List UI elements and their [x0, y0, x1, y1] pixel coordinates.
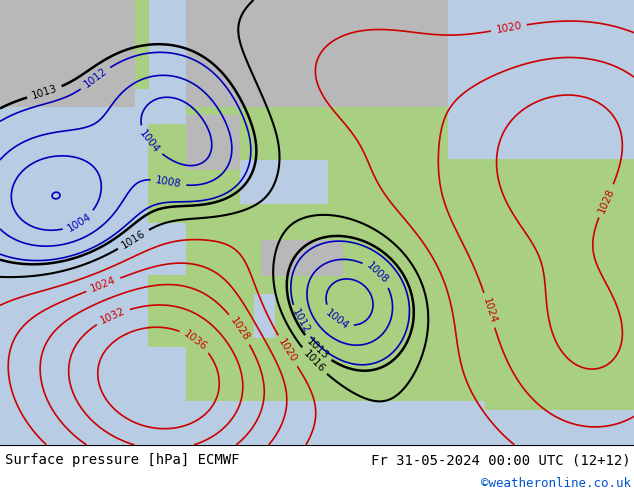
Text: 1020: 1020: [495, 21, 522, 35]
Text: 1004: 1004: [138, 128, 161, 155]
Text: 1008: 1008: [365, 261, 391, 286]
Text: ©weatheronline.co.uk: ©weatheronline.co.uk: [481, 477, 631, 490]
Text: 1032: 1032: [99, 306, 127, 326]
Text: 1024: 1024: [481, 296, 498, 324]
Text: 1012: 1012: [290, 308, 311, 336]
Text: 1036: 1036: [182, 328, 209, 352]
Text: 1012: 1012: [82, 66, 109, 90]
Text: 1028: 1028: [228, 316, 252, 343]
Text: 1016: 1016: [301, 348, 327, 374]
Text: 1004: 1004: [66, 211, 93, 233]
Text: 1013: 1013: [30, 83, 58, 101]
Text: 1024: 1024: [89, 275, 117, 294]
Text: 1013: 1013: [304, 336, 330, 362]
Text: 1008: 1008: [155, 175, 182, 190]
Text: Surface pressure [hPa] ECMWF: Surface pressure [hPa] ECMWF: [5, 453, 240, 467]
Text: 1020: 1020: [276, 337, 299, 365]
Text: 1016: 1016: [120, 228, 147, 250]
Text: 1028: 1028: [596, 187, 616, 215]
Text: Fr 31-05-2024 00:00 UTC (12+12): Fr 31-05-2024 00:00 UTC (12+12): [371, 453, 631, 467]
Text: 1004: 1004: [323, 307, 351, 331]
